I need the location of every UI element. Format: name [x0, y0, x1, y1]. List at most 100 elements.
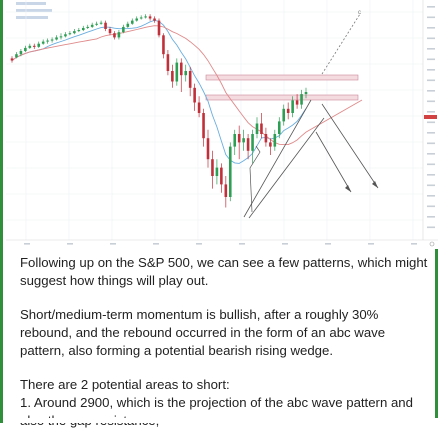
- legend-line-1: [16, 2, 46, 5]
- candle-body: [304, 92, 308, 95]
- price-tick-label: [427, 58, 435, 61]
- wave-c-label: c: [358, 10, 361, 16]
- candle-body: [215, 167, 219, 176]
- price-tick-label: [427, 90, 435, 92]
- candle-body: [37, 43, 41, 47]
- candle-body: [59, 36, 63, 38]
- candle-body: [113, 33, 116, 38]
- candle-body: [193, 87, 196, 103]
- candle-body: [251, 134, 254, 151]
- short-arrow-1-line: [321, 103, 379, 189]
- candle-body: [77, 30, 81, 32]
- candle-body: [211, 159, 214, 176]
- wedge-upper-trendline: [243, 99, 312, 218]
- legend-line-2: [16, 9, 52, 12]
- candle-body: [55, 37, 58, 40]
- price-tick-label: [427, 100, 435, 103]
- price-tick-label: [427, 69, 435, 71]
- candle-body: [220, 167, 223, 185]
- candle-body: [264, 134, 268, 143]
- candle-body: [73, 31, 76, 34]
- price-tick-label: [427, 6, 435, 8]
- candle-body: [99, 22, 103, 24]
- candle-body: [277, 121, 281, 134]
- candle-body: [282, 108, 286, 122]
- candle-body: [273, 134, 277, 147]
- chart-background: [6, 0, 438, 249]
- candle-body: [139, 17, 143, 19]
- price-tick-label: [427, 174, 435, 176]
- candle-body: [295, 100, 299, 105]
- candle-body: [188, 71, 192, 88]
- candle-body: [50, 39, 54, 41]
- candle-body: [32, 45, 36, 47]
- candlestick-series: [10, 14, 308, 208]
- candle-body: [224, 184, 228, 197]
- candle-body: [122, 26, 125, 33]
- candle-body: [24, 47, 27, 52]
- price-tick-label: [427, 121, 435, 124]
- candle-body: [171, 71, 174, 82]
- candle-body: [291, 100, 294, 113]
- time-tick-label: [239, 243, 245, 245]
- time-tick-label: [368, 243, 374, 245]
- candle-body: [108, 29, 112, 34]
- price-chart: c: [6, 0, 438, 249]
- chart-settings-icon[interactable]: [429, 241, 435, 247]
- candle-body: [206, 138, 210, 160]
- price-tick-label: [427, 37, 435, 40]
- time-tick-label: [325, 243, 331, 245]
- candle-body: [162, 35, 165, 55]
- article-body: Following up on the S&P 500, we can see …: [20, 254, 430, 430]
- price-tick-label: [427, 216, 435, 218]
- candle-body: [300, 94, 303, 105]
- candle-body: [130, 20, 134, 24]
- short-arrow-2-head: [345, 185, 351, 192]
- price-tick-label: [427, 153, 435, 155]
- time-tick-label: [282, 243, 288, 245]
- time-tick-label: [67, 243, 73, 245]
- price-axis: [422, 0, 438, 240]
- candle-body: [28, 45, 32, 48]
- candle-body: [148, 16, 152, 19]
- candle-body: [144, 16, 147, 18]
- candle-body: [68, 33, 72, 35]
- legend-line-3: [16, 16, 48, 19]
- price-tick-label: [427, 142, 435, 145]
- candle-body: [19, 51, 23, 55]
- article-list-item-1: 1. Around 2900, which is the projection …: [20, 395, 413, 428]
- candle-body: [86, 26, 90, 28]
- candle-body: [286, 108, 290, 113]
- candle-body: [104, 22, 107, 29]
- time-tick-label: [153, 243, 159, 245]
- price-tick-label: [427, 132, 435, 134]
- price-tick-label: [427, 226, 435, 229]
- price-tick-label: [427, 48, 435, 50]
- candle-body: [15, 54, 18, 58]
- candle-body: [269, 142, 272, 147]
- candle-body: [255, 123, 259, 134]
- viewport-cutoff: [6, 418, 438, 423]
- candle-body: [81, 27, 85, 31]
- article-paragraph-momentum: Short/medium-term momentum is bullish, a…: [20, 307, 386, 358]
- candle-body: [242, 138, 245, 143]
- price-tick-label: [427, 27, 435, 29]
- candle-body: [246, 138, 250, 151]
- candle-body: [46, 40, 49, 42]
- article-paragraph-intro: Following up on the S&P 500, we can see …: [20, 255, 428, 288]
- chart-legend: [16, 2, 52, 19]
- abc-wave-path: [249, 145, 261, 213]
- candle-body: [184, 71, 188, 76]
- last-price-marker: [424, 115, 437, 119]
- time-tick-label: [411, 243, 417, 245]
- wedge-lower-trendline: [248, 117, 325, 219]
- price-tick-label: [427, 16, 435, 19]
- candle-body: [228, 146, 232, 197]
- candle-body: [64, 34, 67, 37]
- candle-body: [10, 58, 14, 61]
- price-chart-canvas: c: [6, 0, 438, 249]
- time-axis: [6, 239, 438, 245]
- price-tick-label: [427, 163, 435, 166]
- candle-body: [41, 41, 45, 44]
